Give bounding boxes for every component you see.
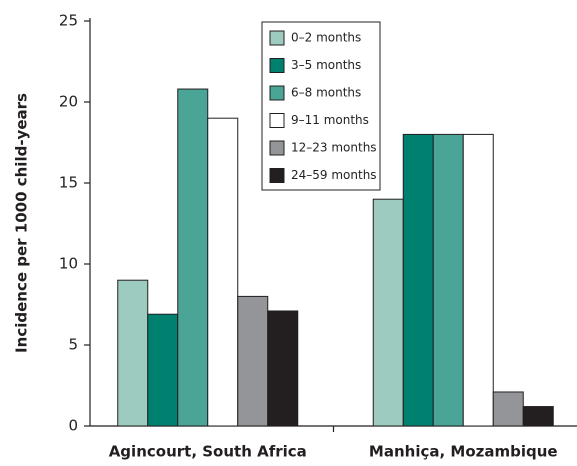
bar	[177, 88, 209, 427]
bar	[492, 391, 524, 427]
legend-label: 6–8 months	[291, 86, 361, 100]
legend-box	[261, 21, 381, 191]
legend-swatch	[269, 113, 285, 128]
legend-swatch	[269, 58, 285, 73]
y-axis-label: Incidence per 1000 child-years	[13, 93, 31, 353]
bar	[432, 133, 464, 427]
y-tick-label: 15	[59, 174, 78, 192]
legend-label: 24–59 months	[291, 168, 377, 182]
bar	[402, 133, 434, 427]
legend-label: 3–5 months	[291, 58, 361, 72]
legend-swatch	[269, 30, 285, 46]
y-tick-label: 25	[59, 12, 78, 30]
bar	[237, 295, 269, 427]
bar	[147, 313, 179, 427]
y-tick-label: 0	[68, 417, 78, 435]
bar	[372, 198, 404, 427]
bar	[267, 310, 299, 427]
bar	[462, 133, 494, 427]
legend-swatch	[269, 168, 285, 183]
y-tick-label: 5	[68, 336, 78, 354]
legend-label: 9–11 months	[291, 113, 369, 127]
bar	[117, 279, 149, 427]
x-tick-label: Manhiça, Mozambique	[369, 443, 558, 461]
y-tick-label: 20	[59, 93, 78, 111]
legend-label: 12–23 months	[291, 141, 377, 155]
legend-swatch	[269, 140, 285, 156]
y-tick-label: 10	[59, 255, 78, 273]
legend-swatch	[269, 85, 285, 101]
legend-label: 0–2 months	[291, 31, 361, 45]
bar	[207, 117, 239, 427]
bar	[522, 406, 554, 427]
x-tick-label: Agincourt, South Africa	[109, 443, 307, 461]
